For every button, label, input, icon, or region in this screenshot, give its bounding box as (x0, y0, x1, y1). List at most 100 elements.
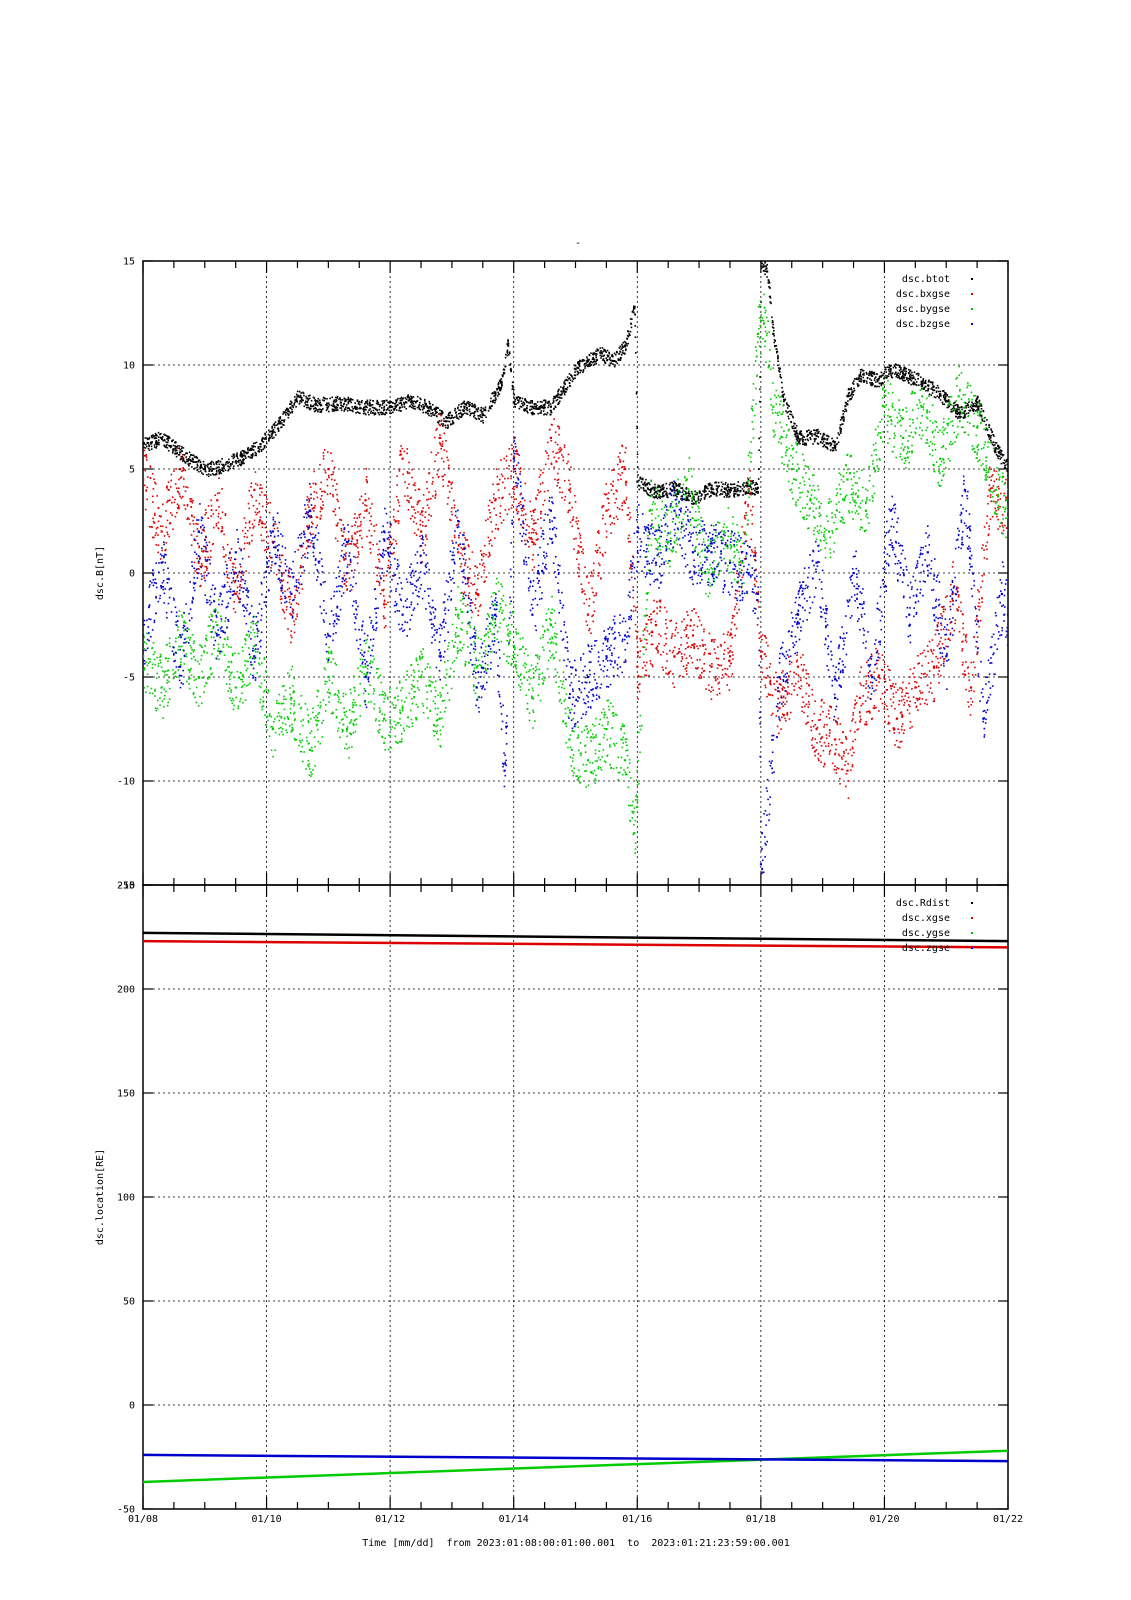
data-point (630, 326, 633, 329)
data-point (287, 416, 290, 419)
data-point (683, 498, 686, 501)
data-point (439, 443, 442, 445)
data-point (350, 401, 352, 404)
data-point (285, 608, 288, 611)
data-point (327, 474, 330, 477)
data-point (719, 643, 722, 646)
data-point (580, 546, 583, 548)
data-point (648, 616, 651, 618)
data-point (530, 514, 533, 517)
data-point (148, 438, 150, 440)
data-point (944, 394, 946, 396)
data-point (548, 404, 550, 407)
data-point (886, 366, 889, 368)
data-point (345, 543, 348, 546)
data-point (575, 558, 578, 561)
data-point (730, 675, 733, 678)
data-point (628, 534, 630, 537)
data-point (771, 321, 774, 324)
data-point (605, 357, 608, 360)
data-point (763, 265, 765, 268)
data-point (383, 626, 386, 629)
data-point (815, 434, 818, 437)
data-point (407, 509, 410, 511)
data-point (722, 633, 725, 635)
data-point (772, 323, 774, 326)
data-point (465, 539, 467, 541)
data-point (964, 413, 966, 416)
data-point (461, 591, 463, 594)
data-point (330, 473, 333, 476)
data-point (893, 373, 896, 375)
data-point (295, 399, 297, 401)
data-point (202, 463, 205, 466)
data-point (778, 367, 780, 369)
data-point (333, 466, 336, 469)
data-point (346, 398, 348, 401)
data-point (617, 473, 620, 475)
data-point (909, 378, 911, 381)
data-point (499, 379, 501, 381)
data-point (529, 400, 532, 402)
data-point (453, 536, 456, 539)
data-point (878, 385, 880, 388)
data-point (729, 633, 732, 636)
data-point (406, 448, 408, 450)
data-point (252, 446, 254, 448)
data-point (326, 478, 328, 481)
data-point (613, 469, 615, 471)
data-point (225, 570, 228, 573)
data-point (858, 374, 861, 377)
data-point (240, 455, 244, 458)
data-point (335, 407, 337, 410)
data-point (507, 477, 509, 480)
data-point (593, 610, 596, 612)
data-point (728, 689, 731, 691)
data-point (728, 659, 731, 662)
data-point (404, 481, 406, 483)
data-point (216, 466, 219, 469)
data-point (956, 410, 959, 413)
data-point (783, 399, 786, 402)
data-point (702, 670, 705, 672)
data-point (352, 408, 354, 410)
data-point (704, 648, 707, 651)
data-point (698, 501, 700, 504)
data-point (145, 454, 147, 457)
data-point (776, 350, 778, 353)
data-point (642, 634, 645, 636)
data-point (605, 351, 608, 353)
data-point (675, 484, 677, 486)
data-point (665, 482, 668, 485)
data-point (558, 426, 560, 428)
data-point (383, 599, 386, 602)
data-point (422, 403, 424, 406)
data-point (782, 393, 784, 396)
data-point (383, 600, 386, 603)
data-point (148, 449, 151, 451)
data-point (532, 543, 535, 546)
data-point (515, 498, 517, 500)
data-point (313, 491, 316, 493)
data-point (638, 690, 641, 693)
data-point (708, 483, 711, 486)
data-point (934, 396, 937, 399)
data-point (152, 434, 154, 436)
data-point (323, 448, 326, 451)
data-point (165, 444, 168, 447)
data-point (595, 354, 597, 357)
data-point (472, 404, 474, 407)
data-point (605, 483, 607, 485)
data-point (342, 535, 345, 537)
data-point (318, 399, 321, 401)
data-point (454, 416, 456, 418)
data-point (686, 664, 688, 667)
data-point (703, 498, 706, 500)
data-point (498, 380, 501, 382)
data-point (771, 319, 774, 322)
data-point (808, 429, 810, 432)
data-point (461, 554, 464, 557)
data-point (637, 474, 639, 476)
data-point (517, 401, 520, 403)
data-point (499, 505, 502, 507)
